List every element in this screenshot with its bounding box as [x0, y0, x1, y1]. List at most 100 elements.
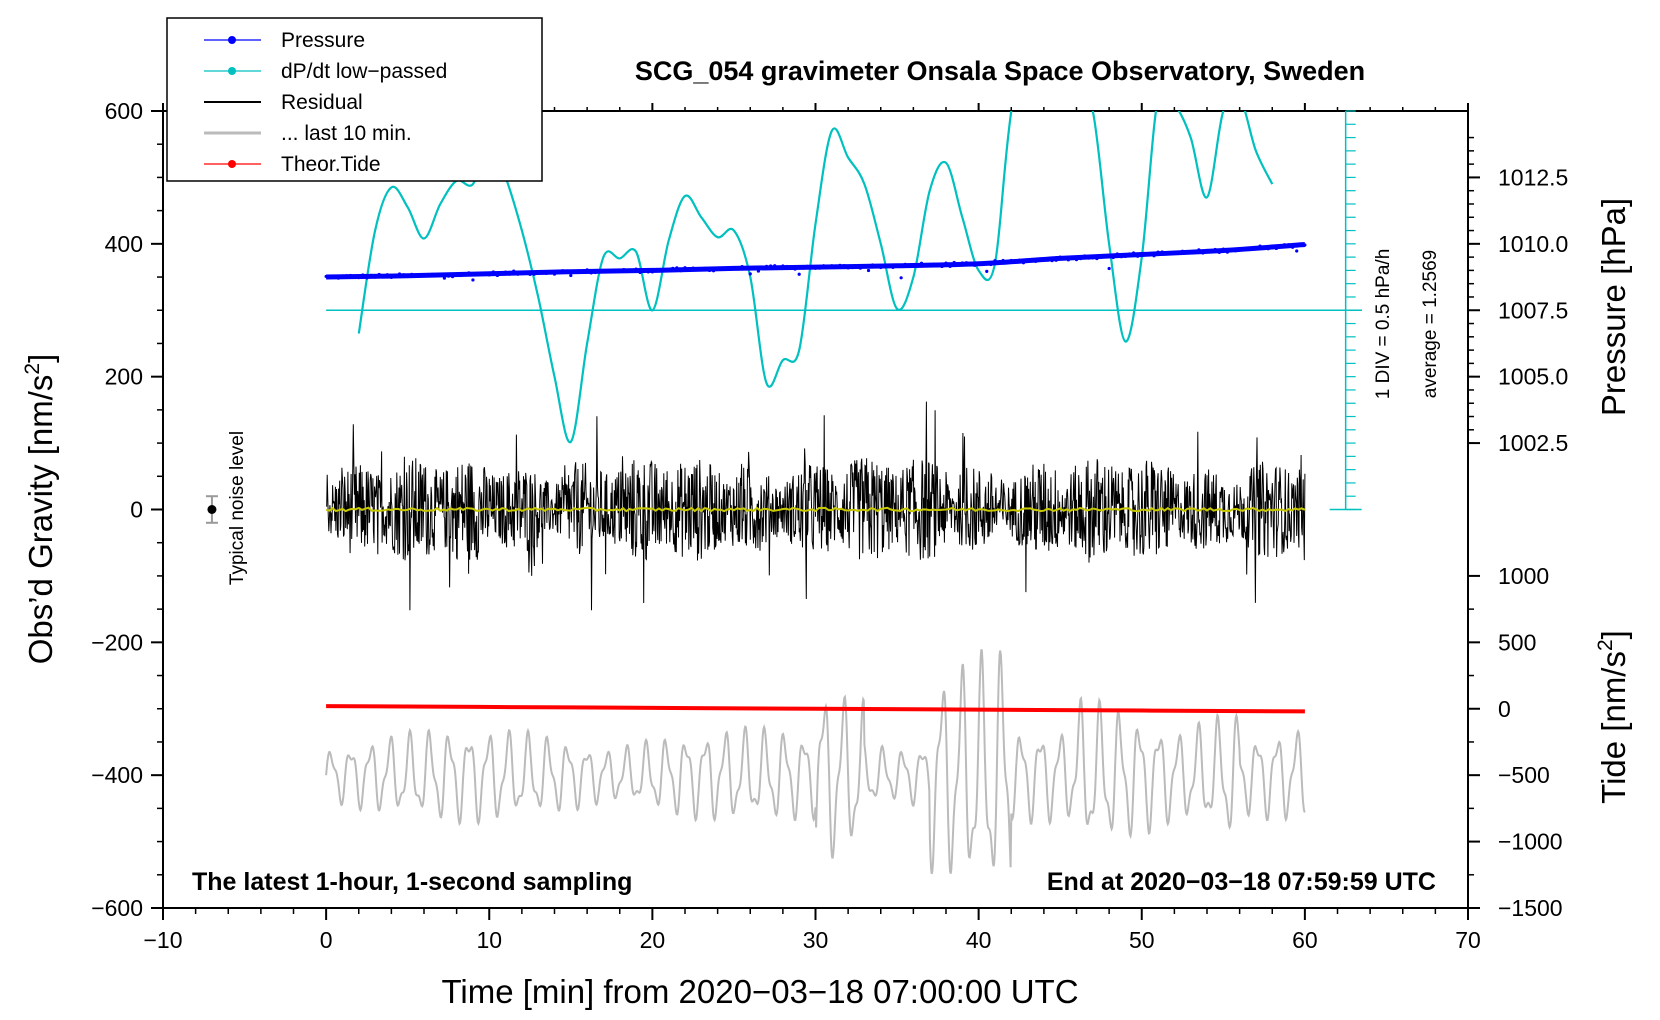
pressure-point	[1205, 248, 1209, 253]
pressure-point	[1021, 261, 1026, 265]
pressure-point	[895, 263, 899, 268]
pressure-point	[499, 271, 504, 275]
pressure-point	[638, 270, 642, 275]
tide-tick-label: −1500	[1498, 895, 1563, 921]
pressure-point	[1099, 255, 1103, 259]
pressure-point	[866, 268, 871, 273]
pressure-point	[508, 272, 512, 276]
pressure-point	[817, 266, 822, 270]
pressure-point	[1172, 251, 1176, 255]
pressure-point	[997, 261, 1001, 265]
pressure-point	[797, 272, 801, 276]
pressure-point	[642, 269, 646, 273]
pressure-point	[981, 261, 985, 266]
pressure-point	[1030, 258, 1034, 262]
pressure-point	[858, 266, 862, 270]
pressure-point	[675, 266, 679, 270]
pressure-point	[491, 270, 495, 274]
y-tick-label: −200	[91, 629, 143, 655]
pressure-point	[1238, 248, 1242, 252]
dpdt-div-label: 1 DIV = 0.5 hPa/h	[1373, 249, 1394, 400]
pressure-point	[1274, 246, 1278, 251]
pressure-point	[418, 273, 422, 277]
pressure-point	[1017, 258, 1022, 262]
pressure-point	[1009, 258, 1013, 263]
pressure-point	[1091, 256, 1095, 260]
pressure-point	[1013, 260, 1017, 264]
pressure-point	[630, 269, 634, 273]
pressure-point	[622, 267, 626, 272]
pressure-point	[936, 264, 940, 268]
pressure-point	[426, 272, 430, 277]
pressure-point	[1140, 252, 1144, 256]
pressure-point	[1156, 250, 1160, 254]
pressure-point	[487, 273, 491, 277]
pressure-point	[760, 266, 765, 271]
pressure-point	[503, 270, 508, 274]
pressure-point	[1005, 259, 1009, 263]
pressure-point	[960, 261, 964, 265]
pressure-point	[842, 263, 846, 268]
pressure-point	[1164, 251, 1168, 255]
pressure-point	[618, 268, 622, 272]
pressure-point	[1050, 259, 1054, 263]
pressure-point	[544, 271, 548, 275]
pressure-point	[422, 273, 426, 277]
pressure-point	[483, 272, 487, 276]
x-tick-label: 50	[1129, 927, 1155, 953]
dpdt-average-label: average = 1.2569	[1420, 250, 1441, 398]
pressure-point	[813, 266, 818, 270]
chart-title: SCG_054 gravimeter Onsala Space Observat…	[635, 56, 1365, 86]
pressure-point	[928, 263, 932, 267]
pressure-point	[1148, 251, 1152, 256]
pressure-point	[328, 274, 332, 279]
pressure-point	[597, 269, 601, 274]
pressure-point	[883, 264, 887, 268]
pressure-point	[348, 273, 353, 278]
pressure-point	[1242, 247, 1246, 251]
pressure-point	[414, 273, 418, 277]
pressure-point	[773, 264, 777, 268]
tide-axis-title-close: ]	[1595, 630, 1632, 639]
pressure-point	[1193, 250, 1197, 254]
pressure-point	[569, 273, 573, 278]
pressure-point	[581, 269, 585, 274]
x-axis: −10 0 10 20 30 40 50 60 70	[143, 103, 1481, 953]
pressure-point	[609, 270, 614, 274]
pressure-point	[707, 268, 712, 273]
pressure-point	[540, 271, 544, 275]
pressure-point	[373, 275, 377, 279]
pressure-point	[1038, 257, 1042, 262]
pressure-point	[1225, 250, 1229, 254]
pressure-point	[1258, 244, 1262, 248]
pressure-point	[924, 263, 928, 267]
pressure-point	[385, 273, 389, 277]
x-tick-label: 0	[320, 927, 333, 953]
pressure-point	[365, 276, 369, 280]
pressure-point	[1070, 255, 1075, 259]
pressure-point	[1078, 257, 1083, 261]
pressure-point	[658, 269, 663, 273]
pressure-point	[756, 269, 761, 273]
pressure-point	[887, 263, 891, 267]
pressure-point	[964, 261, 968, 265]
pressure-point	[764, 264, 769, 268]
pressure-point	[646, 270, 650, 274]
pressure-point	[748, 272, 752, 276]
pressure-point	[1136, 254, 1140, 258]
pressure-point	[393, 274, 398, 279]
tide-axis-title-main: Tide [nm/s	[1595, 651, 1632, 804]
pressure-point	[793, 267, 797, 271]
pressure-line	[326, 242, 1306, 280]
legend-box	[166, 17, 543, 182]
pressure-point	[932, 262, 936, 266]
pressure-point	[495, 273, 500, 278]
pressure-point	[663, 268, 667, 272]
pressure-point	[377, 272, 381, 277]
pressure-point	[450, 274, 455, 279]
residual-smoothed-line	[325, 506, 1306, 513]
pressure-point	[911, 263, 915, 267]
pressure-point	[1278, 244, 1283, 248]
pressure-point	[402, 273, 406, 277]
